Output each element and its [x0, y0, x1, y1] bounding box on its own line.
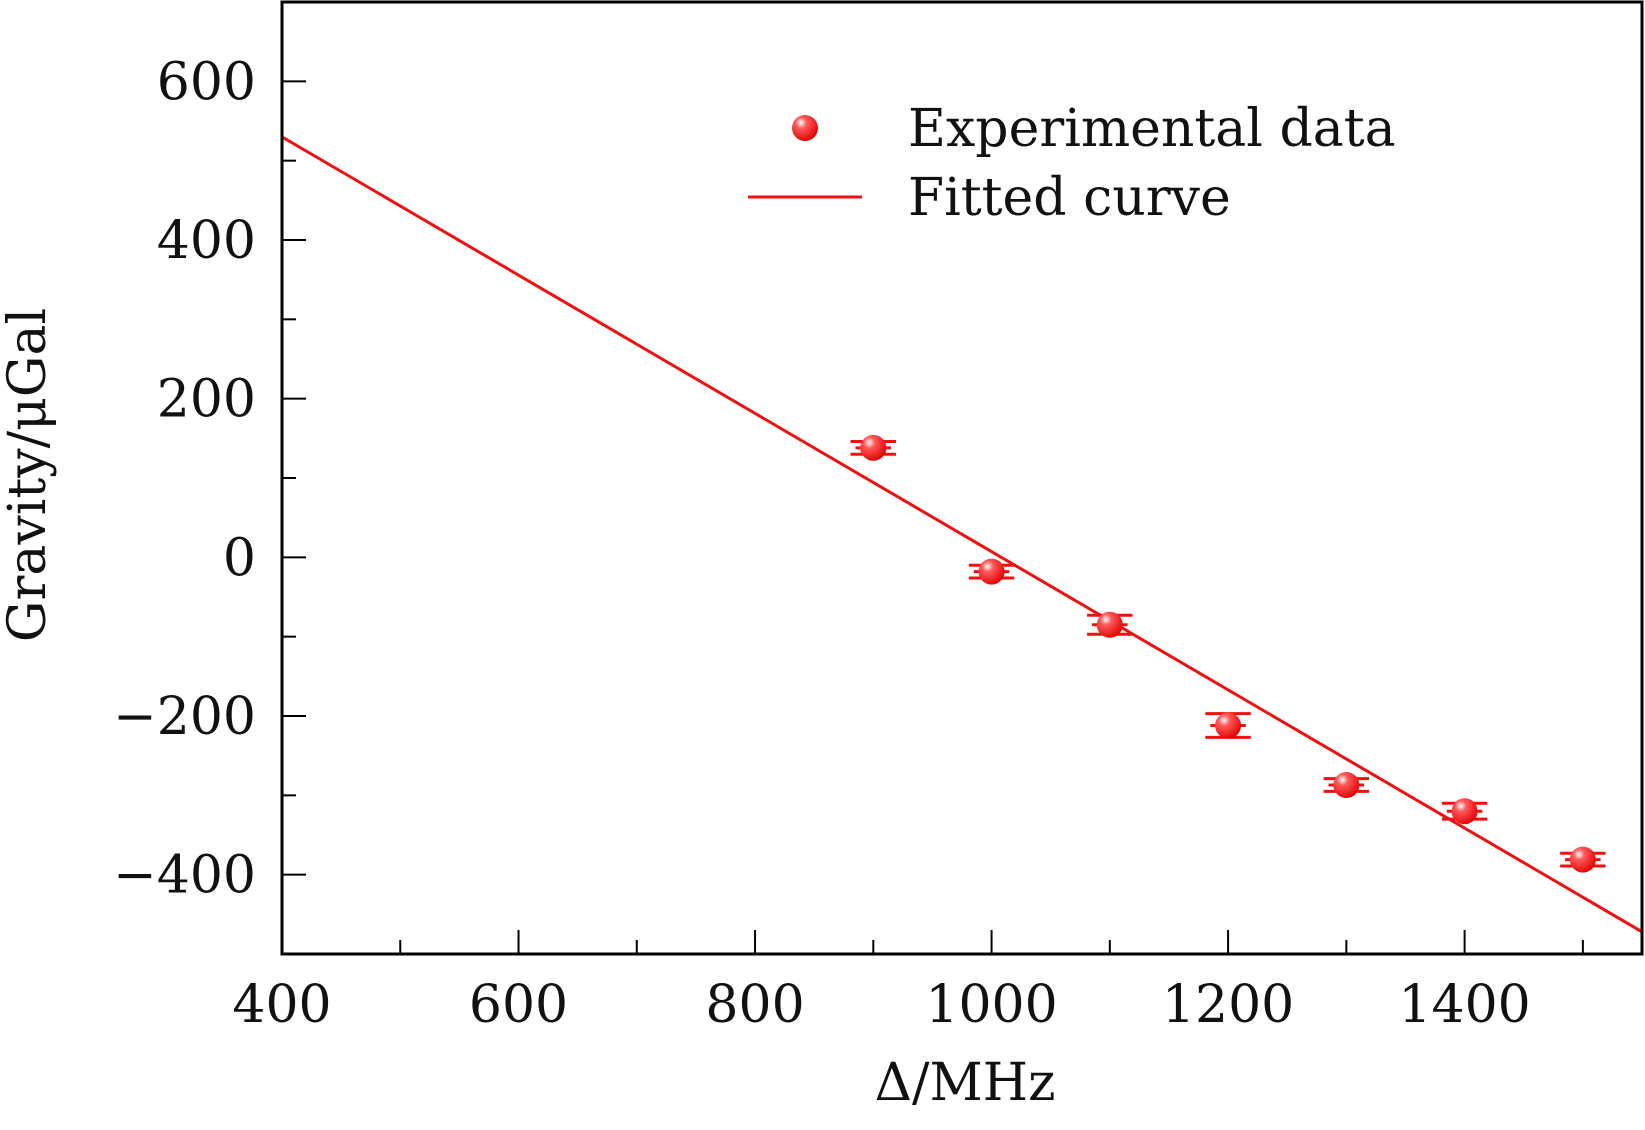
legend-marker-experimental [792, 115, 818, 141]
data-point [1215, 712, 1242, 739]
legend-label-experimental: Experimental data [908, 99, 1396, 159]
legend-label-fitted: Fitted curve [908, 168, 1231, 228]
axes: 400 600 800 1000 1200 1400 −400 −200 0 200 400 600 [113, 0, 1644, 1035]
x-tick-label: 800 [705, 975, 804, 1035]
y-tick-label: 0 [223, 528, 256, 588]
y-tick-label: 400 [157, 211, 256, 271]
x-tick-label: 1200 [1162, 975, 1294, 1035]
x-tick-label: 1400 [1398, 975, 1530, 1035]
fitted-curve-line [282, 135, 1642, 934]
y-tick-label: −400 [113, 846, 256, 906]
y-axis-title: Gravity/μGal [0, 308, 58, 642]
data-point [1096, 611, 1123, 638]
y-tick-label: 200 [157, 370, 256, 430]
legend: Experimental data Fitted curve [748, 99, 1396, 228]
data-point [978, 558, 1005, 585]
y-tick-label: 600 [157, 52, 256, 112]
x-tick-label: 600 [469, 975, 568, 1035]
x-tick-label: 1000 [925, 975, 1057, 1035]
y-tick-label: −200 [113, 687, 256, 747]
data-point [1451, 798, 1478, 825]
plot-area [282, 135, 1642, 934]
data-point [1333, 772, 1360, 799]
data-point [1569, 846, 1596, 873]
x-axis-title: Δ/MHz [874, 1053, 1055, 1113]
x-tick-label: 400 [232, 975, 331, 1035]
data-point [860, 434, 887, 461]
